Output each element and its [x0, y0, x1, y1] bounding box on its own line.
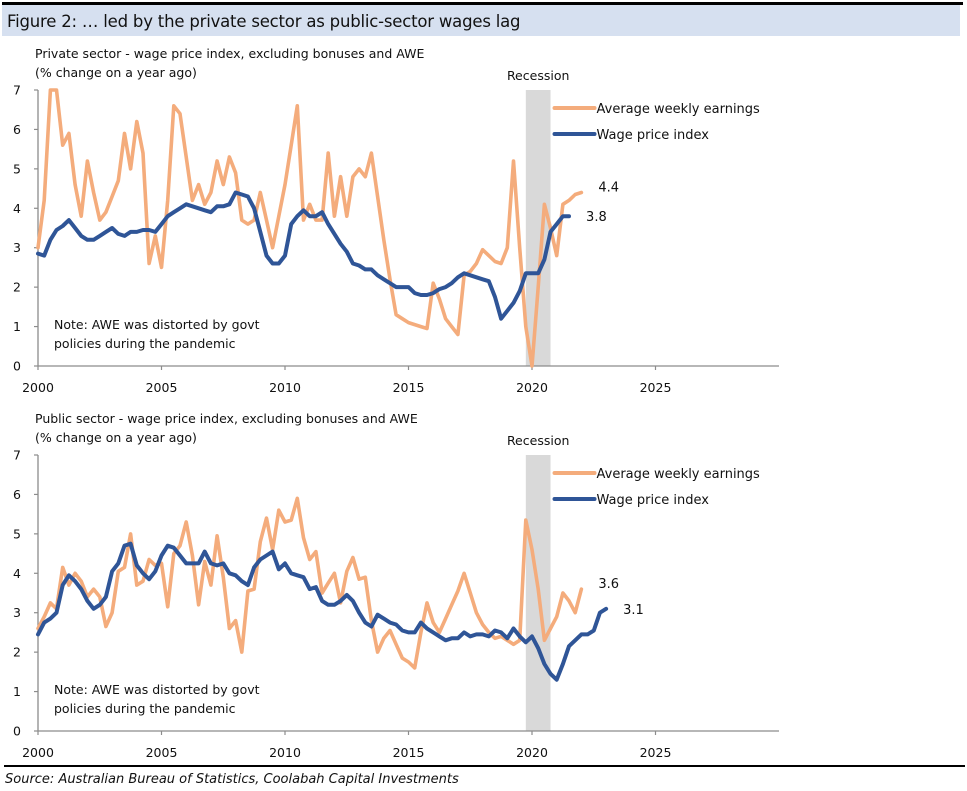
- y-tick-label: 0: [13, 724, 21, 739]
- end-label-awe: 4.4: [598, 181, 619, 196]
- legend-label-wpi: Wage price index: [597, 128, 710, 143]
- note-line-1: Note: AWE was distorted by govt: [54, 317, 260, 332]
- y-tick-label: 2: [13, 280, 21, 295]
- x-tick-label: 2010: [269, 745, 301, 760]
- note-line-1: Note: AWE was distorted by govt: [54, 682, 260, 697]
- note-line-2: policies during the pandemic: [54, 336, 236, 351]
- awe-line: [36, 88, 584, 368]
- wpi-line: [36, 190, 571, 321]
- figure-title: Figure 2: … led by the private sector as…: [7, 12, 521, 31]
- y-tick-label: 4: [13, 201, 21, 216]
- y-tick-label: 3: [13, 240, 21, 255]
- figure-header: Figure 2: … led by the private sector as…: [2, 5, 960, 36]
- x-tick-label: 2020: [516, 745, 548, 760]
- public-sector-chart: 0 1 2 3 4 5 6 7 2000 2005 2010 2015 2020 2025 Public …: [13, 411, 779, 760]
- private-sector-chart: 0 1 2 3 4 5 6 7 2000 2005 2010 2015 2020 2025 Private…: [13, 46, 779, 395]
- note-line-2: policies during the pandemic: [54, 701, 236, 716]
- legend-label-wpi: Wage price index: [597, 493, 710, 508]
- x-tick-label: 2000: [22, 745, 54, 760]
- x-tick-label: 2000: [22, 380, 54, 395]
- chart-subtitle: (% change on a year ago): [35, 65, 197, 80]
- bottom-rule: [4, 765, 965, 767]
- legend-label-awe: Average weekly earnings: [597, 467, 761, 482]
- chart-subtitle: (% change on a year ago): [35, 430, 197, 445]
- x-tick-label: 2015: [393, 380, 425, 395]
- recession-label: Recession: [507, 433, 569, 448]
- y-tick-label: 3: [13, 605, 21, 620]
- legend-label-awe: Average weekly earnings: [597, 102, 761, 117]
- y-tick-label: 6: [13, 122, 21, 137]
- x-tick-label: 2025: [640, 745, 672, 760]
- recession-label: Recession: [507, 68, 569, 83]
- chart-title: Private sector - wage price index, exclu…: [35, 46, 424, 61]
- end-label-wpi: 3.8: [586, 210, 607, 225]
- x-tick-label: 2010: [269, 380, 301, 395]
- y-tick-label: 4: [13, 566, 21, 581]
- awe-line: [36, 496, 584, 670]
- y-tick-label: 6: [13, 487, 21, 502]
- chart-title: Public sector - wage price index, exclud…: [35, 411, 418, 426]
- recession-band: [525, 90, 551, 366]
- source-note: Source: Australian Bureau of Statistics,…: [5, 772, 459, 787]
- y-tick-label: 5: [13, 161, 21, 176]
- x-tick-label: 2025: [640, 380, 672, 395]
- end-label-awe: 3.6: [598, 577, 619, 592]
- x-tick-label: 2015: [393, 745, 425, 760]
- y-tick-label: 0: [13, 359, 21, 374]
- y-tick-label: 1: [13, 319, 21, 334]
- y-tick-label: 1: [13, 684, 21, 699]
- wpi-line: [36, 541, 609, 682]
- x-tick-label: 2005: [146, 745, 178, 760]
- y-tick-label: 7: [13, 448, 21, 463]
- y-tick-label: 5: [13, 526, 21, 541]
- end-label-wpi: 3.1: [623, 603, 644, 618]
- x-tick-label: 2005: [146, 380, 178, 395]
- x-tick-label: 2020: [516, 380, 548, 395]
- y-tick-label: 2: [13, 645, 21, 660]
- y-tick-label: 7: [13, 83, 21, 98]
- top-rule: [2, 2, 963, 5]
